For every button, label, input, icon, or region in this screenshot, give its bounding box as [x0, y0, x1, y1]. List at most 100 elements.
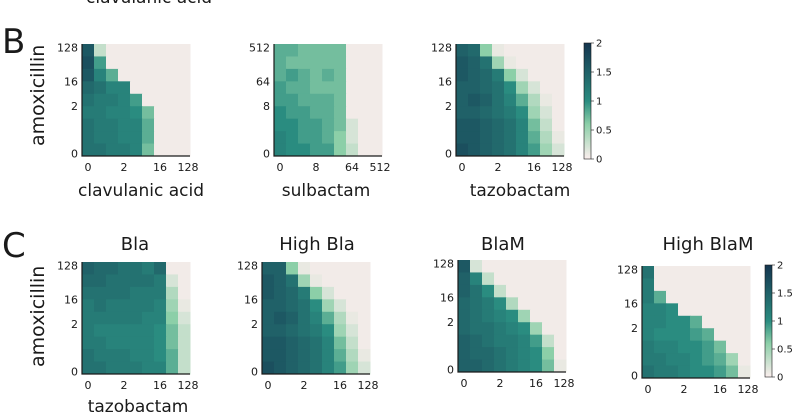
title-c-high-bla: High Bla	[279, 234, 355, 255]
heatmap-cell	[702, 315, 715, 329]
heatmap-cell	[726, 353, 739, 367]
heatmap-cell	[106, 361, 119, 375]
heatmap-cell	[714, 365, 727, 379]
heatmap-cell	[666, 303, 679, 317]
heatmap-cell	[654, 328, 667, 342]
heatmap-cell	[506, 284, 519, 298]
x-tick-label: 8	[313, 161, 320, 174]
heatmap-cell	[690, 266, 703, 279]
heatmap-cell	[468, 118, 481, 132]
heatmap-cell	[286, 299, 299, 313]
heatmap-cell	[274, 106, 287, 120]
heatmap-cell	[480, 81, 493, 95]
heatmap-cell	[516, 68, 529, 82]
panel-c-ylabel: amoxicillin	[27, 265, 49, 367]
heatmap-cell	[492, 68, 505, 82]
heatmap-cell	[554, 297, 567, 311]
heatmap-cell	[516, 81, 529, 95]
heatmap-cell	[370, 131, 383, 145]
heatmap-cell	[178, 131, 191, 145]
heatmap-cell	[690, 315, 703, 329]
heatmap-cell	[94, 44, 107, 57]
heatmap-b-sulbactam: 512 64 8 00 8 64 512	[249, 42, 391, 174]
heatmap-cell	[714, 278, 727, 292]
heatmap-cell	[286, 68, 299, 82]
heatmap-cell	[334, 56, 347, 70]
heatmap-cell	[154, 118, 167, 132]
heatmap-cell	[346, 349, 359, 363]
heatmap-cell	[82, 131, 95, 145]
panel-c-letter: C	[2, 226, 26, 266]
heatmap-cell	[274, 299, 287, 313]
heatmap-cell	[142, 68, 155, 82]
heatmap-cell	[666, 328, 679, 342]
heatmap-cell	[666, 340, 679, 354]
heatmap-cell	[310, 262, 323, 275]
heatmap-cell	[118, 44, 131, 57]
y-tick-label: 0	[71, 148, 78, 161]
heatmap-cell	[334, 118, 347, 132]
heatmap-cell	[516, 106, 529, 120]
heatmap-cell	[322, 81, 335, 95]
heatmap-cell	[262, 349, 275, 363]
heatmap-cell	[310, 44, 323, 57]
heatmap-cell	[530, 272, 543, 286]
heatmap-cell	[298, 262, 311, 275]
x-tick-label: 128	[552, 161, 573, 174]
axis-lines	[455, 44, 564, 157]
heatmap-cell	[130, 118, 143, 132]
heatmap-cell	[506, 260, 519, 273]
heatmap-cell	[542, 359, 555, 373]
heatmap-cell	[702, 353, 715, 367]
heatmap-cell	[298, 361, 311, 375]
heatmap-cell	[494, 347, 507, 361]
colorbar-tick-label: 0	[596, 155, 602, 166]
heatmap-cell	[154, 131, 167, 145]
heatmap-cell	[82, 286, 95, 300]
heatmap-cell	[130, 262, 143, 275]
colorbar-tick-label: 0.5	[596, 126, 612, 137]
heatmap-cell	[322, 143, 335, 157]
heatmap-cell	[346, 56, 359, 70]
x-tick-label: 2	[121, 379, 128, 392]
heatmap-cell	[118, 106, 131, 120]
heatmap-cell	[106, 44, 119, 57]
heatmap-cell	[358, 336, 371, 350]
heatmap-cell	[714, 315, 727, 329]
heatmap-cell	[106, 286, 119, 300]
heatmap-cell	[178, 118, 191, 132]
x-tick-label: 2	[301, 379, 308, 392]
y-tick-label: 2	[445, 100, 452, 113]
heatmap-cell	[482, 297, 495, 311]
heatmap-cell	[298, 349, 311, 363]
heatmap-c-high-blam: 128 16 2 00 2 16 128	[617, 264, 759, 396]
heatmap-cell	[738, 303, 751, 317]
heatmap-cell	[178, 44, 191, 57]
heatmap-cell	[468, 106, 481, 120]
heatmap-cell	[458, 272, 471, 286]
heatmap-cell	[456, 56, 469, 70]
xlabel-b-clavulanic: clavulanic acid	[78, 181, 204, 201]
heatmap-cell	[166, 56, 179, 70]
heatmap-cell	[456, 118, 469, 132]
panel-b-ylabel: amoxicillin	[27, 44, 49, 146]
heatmap-cell	[118, 361, 131, 375]
heatmap-cell	[154, 68, 167, 82]
heatmap-cell	[690, 278, 703, 292]
heatmap-cell	[504, 56, 517, 70]
heatmap-cell	[358, 262, 371, 275]
heatmap-cell	[118, 118, 131, 132]
heatmap-cell	[470, 260, 483, 273]
heatmap-cell	[542, 284, 555, 298]
heatmap-cell	[262, 262, 275, 275]
heatmap-cell	[106, 131, 119, 145]
heatmap-cell	[346, 131, 359, 145]
heatmap-cell	[494, 359, 507, 373]
axis-lines	[457, 260, 566, 373]
heatmap-cell	[346, 299, 359, 313]
heatmap-cell	[298, 143, 311, 157]
heatmap-cell	[726, 303, 739, 317]
y-tick-label: 8	[263, 100, 270, 113]
heatmap-cell	[310, 106, 323, 120]
heatmap-cell	[456, 81, 469, 95]
